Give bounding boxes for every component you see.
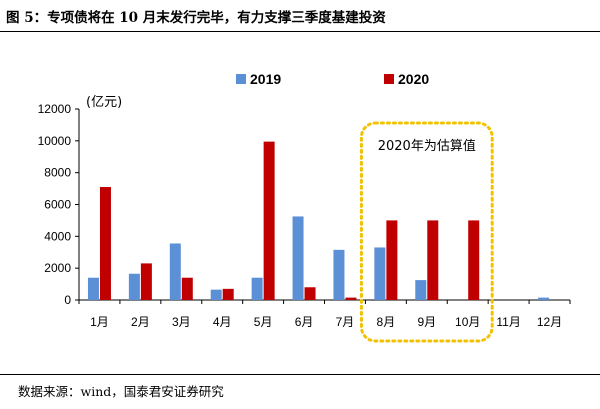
bar-2020-10 — [468, 220, 480, 300]
bar-2020-4 — [222, 288, 234, 300]
x-tick-label: 7月 — [336, 315, 355, 329]
bar-2019-12 — [538, 297, 550, 300]
bar-2019-1 — [87, 277, 99, 300]
bar-2019-9 — [415, 280, 427, 300]
bar-2019-3 — [169, 243, 181, 300]
x-tick-label: 9月 — [417, 315, 436, 329]
bar-2020-6 — [304, 287, 316, 300]
y-tick-label: 6000 — [44, 198, 71, 212]
x-tick-label: 12月 — [537, 315, 562, 329]
bar-2020-5 — [263, 141, 275, 300]
y-unit-label: (亿元) — [86, 95, 122, 110]
estimate-highlight-box — [359, 121, 494, 343]
y-tick-label: 12000 — [38, 102, 72, 116]
x-tick-label: 6月 — [295, 315, 314, 329]
x-tick-label: 8月 — [377, 315, 396, 329]
legend-label-2020: 2020 — [398, 71, 429, 87]
bar-2020-9 — [427, 220, 439, 300]
legend-swatch-2020 — [384, 74, 394, 84]
x-tick-label: 5月 — [254, 315, 273, 329]
estimate-annotation: 2020年为估算值 — [378, 138, 476, 154]
y-tick-label: 8000 — [44, 166, 71, 180]
x-tick-label: 3月 — [172, 315, 191, 329]
x-tick-label: 11月 — [496, 315, 520, 329]
bar-2019-2 — [128, 273, 140, 300]
source-note: 数据来源：wind，国泰君安证券研究 — [18, 384, 224, 399]
bar-2019-4 — [210, 289, 222, 300]
bar-2019-6 — [292, 216, 304, 300]
y-tick-label: 2000 — [44, 261, 71, 275]
bar-2019-5 — [251, 277, 263, 300]
bar-2020-3 — [181, 277, 193, 300]
y-tick-label: 0 — [64, 293, 71, 307]
y-tick-label: 10000 — [38, 134, 72, 148]
bar-2020-1 — [99, 186, 111, 300]
x-tick-label: 1月 — [90, 315, 109, 329]
bar-2019-7 — [333, 249, 345, 300]
bar-2020-8 — [386, 220, 398, 300]
x-tick-label: 2月 — [131, 315, 150, 329]
y-tick-label: 4000 — [44, 229, 71, 243]
bar-2020-7 — [345, 297, 357, 300]
bar-2019-8 — [374, 247, 386, 300]
figure-title: 图 5：专项债将在 10 月末发行完毕，有力支撑三季度基建投资 — [6, 10, 386, 26]
legend-label-2019: 2019 — [250, 71, 281, 87]
bar-2020-2 — [140, 263, 152, 300]
legend-swatch-2019 — [236, 74, 246, 84]
top-rule — [0, 31, 600, 32]
x-tick-label: 4月 — [213, 315, 232, 329]
bottom-rule — [0, 374, 600, 375]
x-tick-label: 10月 — [455, 315, 480, 329]
